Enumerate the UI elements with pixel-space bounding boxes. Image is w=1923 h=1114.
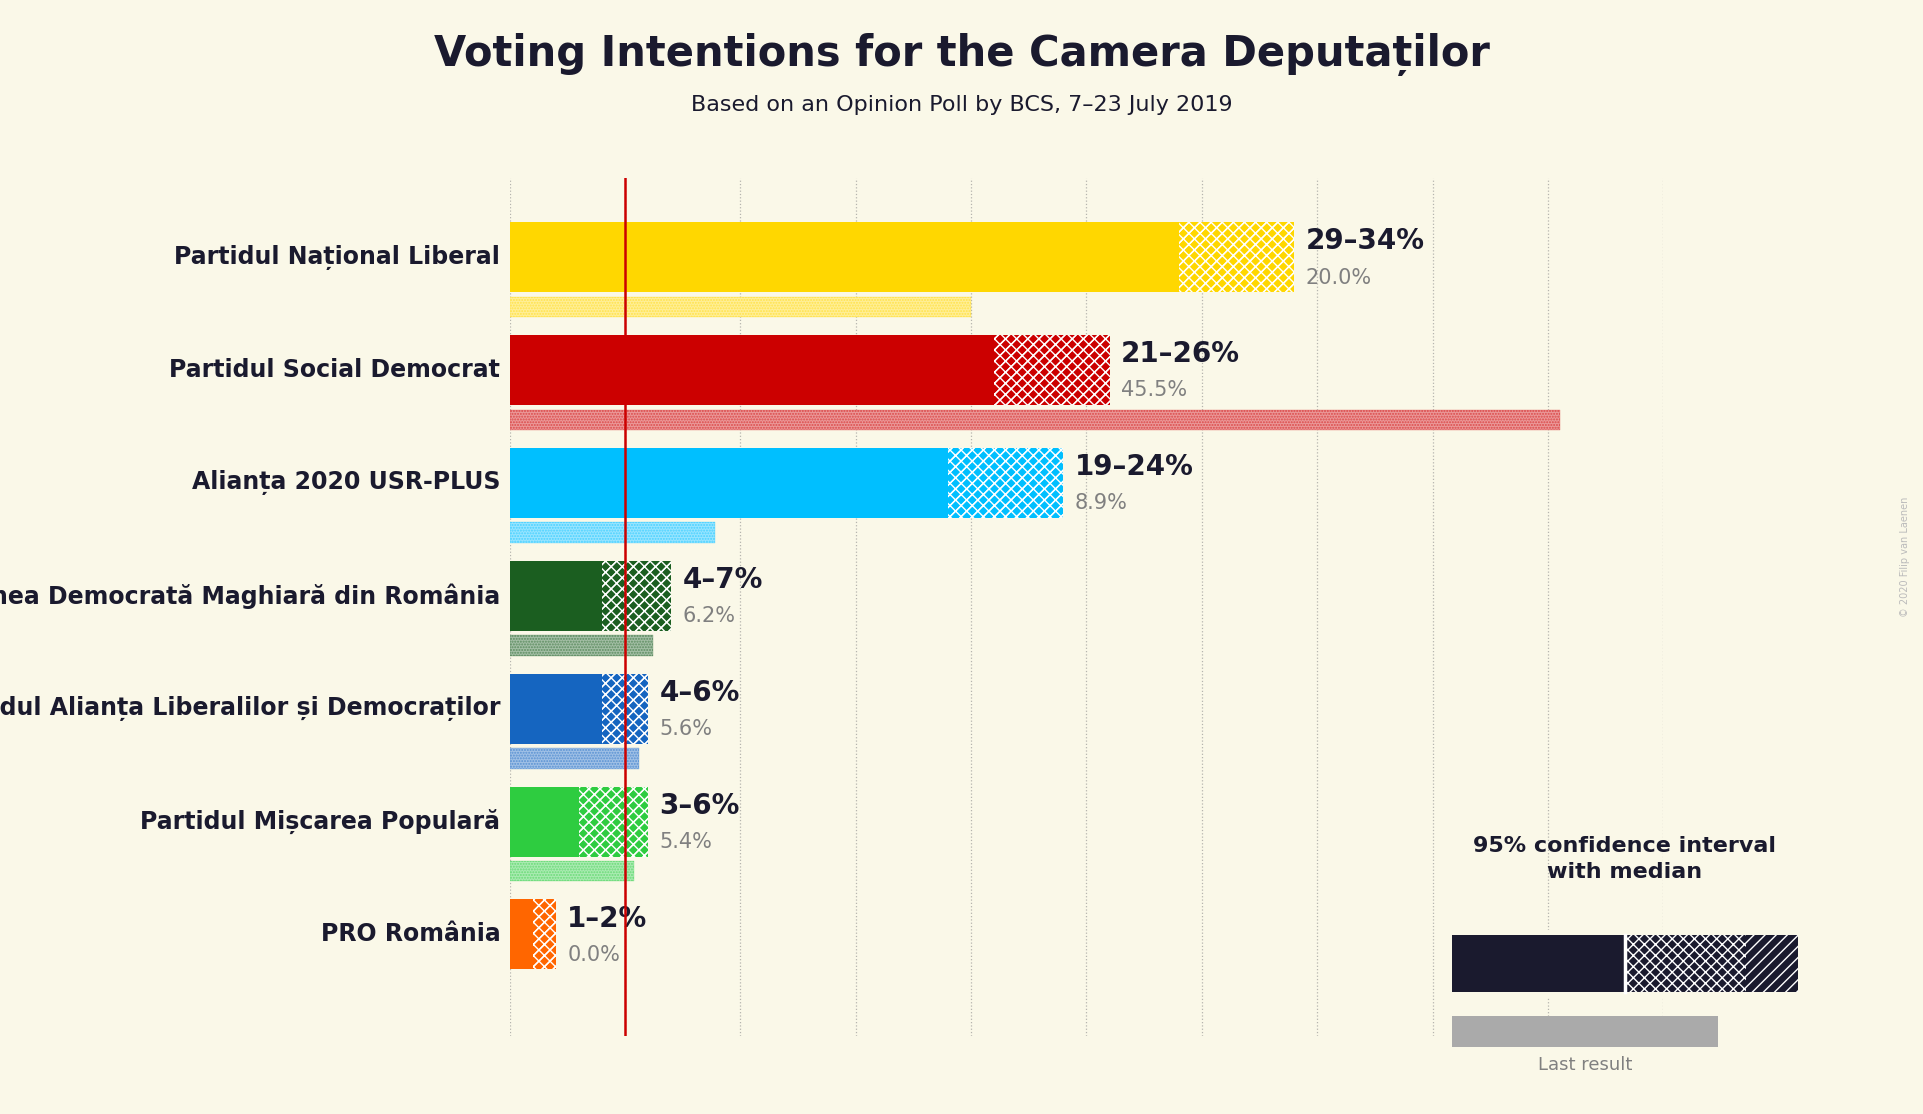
Bar [1625,936,1746,991]
Text: Based on an Opinion Poll by BCS, 7–23 July 2019: Based on an Opinion Poll by BCS, 7–23 Ju… [690,95,1233,115]
Bar [510,448,948,518]
Bar [510,560,602,631]
Bar [533,899,556,969]
Text: Partidul Social Democrat: Partidul Social Democrat [169,358,500,382]
Bar [510,335,994,405]
Bar [510,635,652,656]
Bar [510,635,652,656]
Bar [948,448,1063,518]
Bar [602,560,671,631]
Text: 8.9%: 8.9% [1075,494,1127,514]
Bar [948,448,1063,518]
Text: 45.5%: 45.5% [1121,380,1186,400]
Text: 19–24%: 19–24% [1075,453,1194,481]
Text: 3–6%: 3–6% [660,792,740,820]
Bar [510,674,602,744]
Bar [1452,936,1625,991]
Text: 95% confidence interval
with median: 95% confidence interval with median [1473,836,1777,882]
Bar [602,560,671,631]
Bar [510,749,638,769]
Text: 0.0%: 0.0% [567,945,619,965]
Text: 4–6%: 4–6% [660,678,740,707]
Text: 21–26%: 21–26% [1121,340,1240,369]
Text: Uniunea Democrată Maghiară din România: Uniunea Democrată Maghiară din România [0,583,500,608]
Bar [579,786,648,857]
Text: 1–2%: 1–2% [567,905,648,932]
Text: Voting Intentions for the Camera Deputaților: Voting Intentions for the Camera Deputaț… [433,33,1490,77]
Text: © 2020 Filip van Laenen: © 2020 Filip van Laenen [1900,497,1910,617]
Bar [510,296,971,317]
Bar [510,223,1179,292]
Text: Partidul Național Liberal: Partidul Național Liberal [175,245,500,270]
Text: 5.4%: 5.4% [660,832,712,852]
Bar [579,786,648,857]
Text: Alianța 2020 USR-PLUS: Alianța 2020 USR-PLUS [192,470,500,496]
Text: Last result: Last result [1538,1056,1633,1074]
Text: Partidul Mișcarea Populară: Partidul Mișcarea Populară [140,809,500,834]
Bar [510,522,715,543]
Bar [510,522,715,543]
Bar [510,410,1560,430]
Bar [602,674,648,744]
Text: 4–7%: 4–7% [683,566,763,594]
Text: 29–34%: 29–34% [1306,227,1425,255]
Bar [533,899,556,969]
Bar [510,749,638,769]
Text: Partidul Alianța Liberalilor și Democraților: Partidul Alianța Liberalilor și Democraț… [0,696,500,721]
Bar [510,899,533,969]
Bar [994,335,1110,405]
Text: 5.6%: 5.6% [660,719,713,739]
Bar [510,861,635,881]
Bar [510,861,635,881]
Text: PRO România: PRO România [321,922,500,947]
Bar [510,410,1560,430]
Bar [1179,223,1294,292]
Bar [1746,936,1798,991]
Bar [994,335,1110,405]
Bar [1179,223,1294,292]
Text: 6.2%: 6.2% [683,606,737,626]
Bar [510,296,971,317]
Text: 20.0%: 20.0% [1306,267,1371,287]
Bar [510,786,579,857]
Bar [602,674,648,744]
